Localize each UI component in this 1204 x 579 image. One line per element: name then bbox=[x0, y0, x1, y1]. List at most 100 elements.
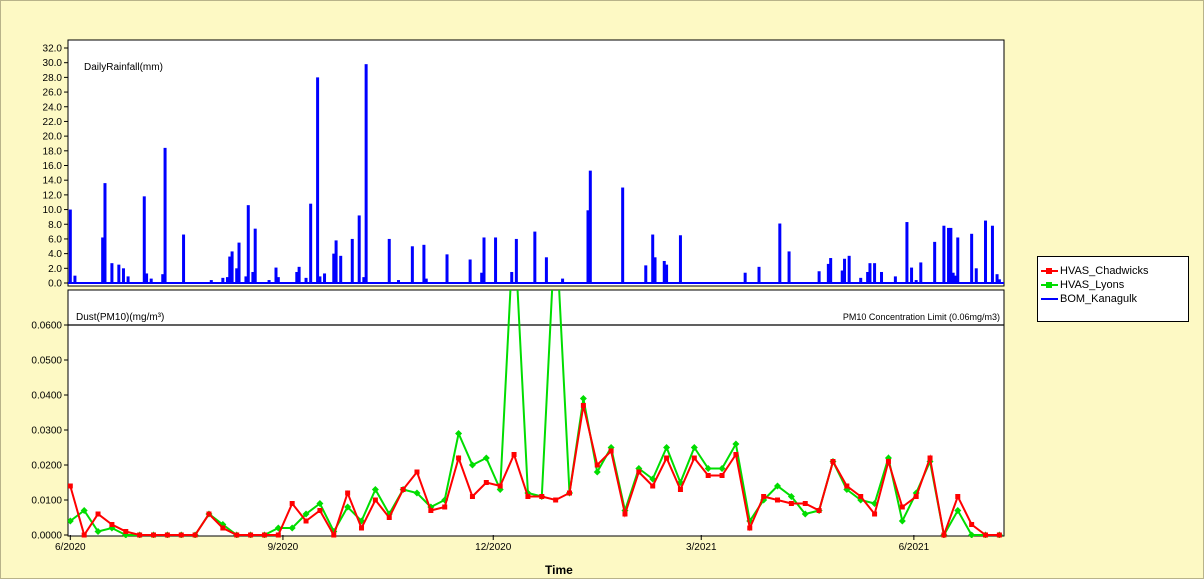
data-point-lyons bbox=[732, 440, 740, 448]
rainfall-bar bbox=[149, 278, 153, 283]
rainfall-bar bbox=[316, 77, 320, 283]
legend-label: HVAS_Lyons bbox=[1060, 279, 1125, 291]
data-point-lyons bbox=[482, 454, 490, 462]
data-point-chadwicks bbox=[636, 469, 642, 475]
rainfall-bar bbox=[274, 267, 278, 283]
rainfall-bar bbox=[757, 266, 761, 283]
rainfall-bar bbox=[235, 268, 239, 283]
dust-y-axis: 0.0600 0.0500 0.0400 0.0300 0.0200 0.0100 0.00… bbox=[31, 321, 68, 542]
rainfall-bar bbox=[350, 238, 354, 283]
rainfall-bar bbox=[334, 240, 338, 283]
dust-y-tick-label: 0.0400 bbox=[31, 391, 62, 402]
rain-y-tick-label: 32.0 bbox=[43, 44, 63, 55]
data-point-chadwicks bbox=[872, 511, 878, 517]
data-point-chadwicks bbox=[733, 452, 739, 457]
rainfall-bar bbox=[953, 275, 957, 283]
rainfall-bar bbox=[847, 255, 851, 283]
rainfall-bar bbox=[244, 276, 248, 283]
rainfall-bar bbox=[840, 270, 844, 283]
rainfall-bar bbox=[533, 231, 537, 283]
rainfall-bar bbox=[339, 255, 343, 283]
rainfall-bar bbox=[161, 274, 165, 283]
x-tick-label: 6/2021 bbox=[899, 542, 930, 553]
x-tick-label: 12/2020 bbox=[475, 542, 512, 553]
data-point-chadwicks bbox=[164, 532, 170, 538]
data-point-chadwicks bbox=[192, 532, 198, 538]
rainfall-bar bbox=[126, 276, 130, 283]
rainfall-bar bbox=[468, 259, 472, 283]
rain-y-tick-label: 0.0 bbox=[48, 279, 62, 290]
data-point-chadwicks bbox=[428, 508, 434, 513]
data-point-lyons bbox=[718, 465, 726, 472]
data-point-chadwicks bbox=[289, 501, 295, 506]
rainfall-bar bbox=[787, 251, 791, 283]
rainfall-bar bbox=[228, 256, 232, 283]
data-point-chadwicks bbox=[95, 511, 101, 517]
rainfall-bar bbox=[304, 277, 308, 283]
rainfall-bar bbox=[230, 251, 234, 283]
rainfall-bar bbox=[145, 273, 149, 283]
dust-y-tick-label: 0.0500 bbox=[31, 356, 62, 367]
legend-label: BOM_Kanagulk bbox=[1060, 293, 1138, 305]
rainfall-bar bbox=[364, 64, 368, 283]
rainfall-bar bbox=[829, 258, 833, 283]
data-point-lyons bbox=[344, 503, 352, 511]
data-point-lyons bbox=[968, 531, 976, 538]
data-point-chadwicks bbox=[677, 487, 683, 492]
rainfall-bar bbox=[68, 209, 72, 283]
rainfall-bar bbox=[893, 276, 897, 283]
data-point-chadwicks bbox=[816, 508, 822, 513]
rainfall-bar bbox=[910, 267, 914, 283]
rainfall-bar bbox=[163, 147, 167, 283]
rainfall-bar bbox=[494, 237, 498, 283]
data-point-lyons bbox=[468, 461, 476, 469]
rainfall-bar bbox=[942, 225, 946, 283]
data-point-lyons bbox=[288, 524, 296, 532]
rain-y-tick-label: 2.0 bbox=[48, 264, 62, 275]
rain-y-tick-label: 28.0 bbox=[43, 73, 63, 84]
rainfall-bar bbox=[297, 266, 301, 283]
rainfall-bar bbox=[237, 242, 241, 283]
rainfall-bar bbox=[323, 273, 327, 283]
data-point-lyons bbox=[593, 468, 601, 476]
rainfall-bar bbox=[110, 263, 114, 283]
rainfall-bar bbox=[868, 263, 872, 283]
rainfall-bar bbox=[357, 215, 361, 283]
data-point-chadwicks bbox=[123, 529, 129, 534]
data-point-lyons bbox=[122, 531, 130, 538]
dust-panel-title: Dust(PM10)(mg/m³) bbox=[76, 312, 164, 323]
data-point-chadwicks bbox=[234, 532, 240, 538]
rainfall-bar bbox=[880, 271, 884, 283]
data-point-chadwicks bbox=[317, 508, 323, 513]
rainfall-bar bbox=[103, 183, 107, 283]
data-point-chadwicks bbox=[969, 522, 975, 527]
data-point-chadwicks bbox=[913, 494, 919, 499]
rainfall-bar bbox=[743, 272, 747, 283]
data-point-chadwicks bbox=[983, 532, 989, 538]
data-point-chadwicks bbox=[899, 504, 905, 510]
rainfall-bar bbox=[914, 280, 918, 283]
rainfall-bar bbox=[514, 238, 518, 283]
rainfall-panel-title: DailyRainfall(mm) bbox=[84, 62, 163, 73]
rainfall-bar bbox=[362, 277, 366, 283]
data-point-lyons bbox=[787, 493, 795, 500]
rainfall-bar bbox=[588, 170, 592, 283]
rain-y-tick-label: 22.0 bbox=[43, 117, 63, 128]
data-point-chadwicks bbox=[622, 511, 628, 517]
rain-y-tick-label: 30.0 bbox=[43, 58, 63, 69]
dust-y-tick-label: 0.0000 bbox=[31, 531, 62, 542]
data-point-chadwicks bbox=[567, 490, 573, 496]
rainfall-bar bbox=[101, 237, 105, 283]
rainfall-bar bbox=[221, 277, 225, 283]
data-point-chadwicks bbox=[442, 504, 448, 510]
rainfall-bar bbox=[956, 237, 960, 283]
rainfall-bars bbox=[68, 64, 1004, 284]
rainfall-bar bbox=[778, 223, 782, 283]
data-point-chadwicks bbox=[109, 522, 115, 527]
data-point-chadwicks bbox=[206, 511, 212, 517]
rainfall-bar bbox=[905, 222, 909, 283]
dust-series bbox=[68, 290, 1003, 538]
rainfall-bar bbox=[276, 277, 280, 283]
data-point-chadwicks bbox=[539, 494, 545, 499]
